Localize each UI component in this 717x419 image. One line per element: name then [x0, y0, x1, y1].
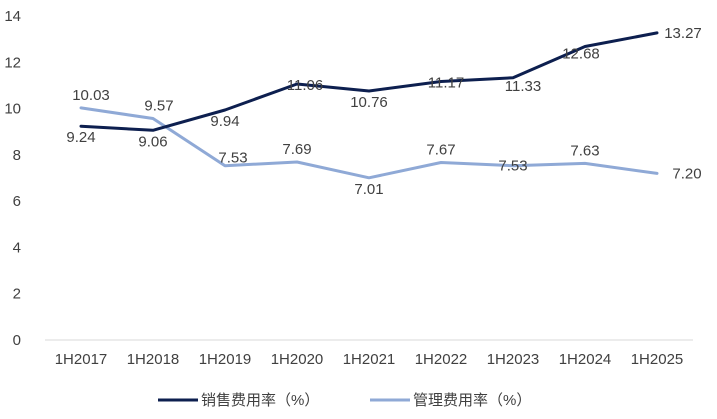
x-axis: 1H2017 1H2018 1H2019 1H2020 1H2021 1H2022 1H20…	[55, 351, 684, 368]
admin-data-label: 9.57	[144, 98, 173, 115]
admin-data-label: 7.20	[672, 165, 701, 182]
y-tick-label: 2	[13, 286, 21, 303]
sales-data-label: 9.06	[138, 133, 167, 150]
y-axis: 0 2 4 6 8 10 12 14	[4, 8, 21, 349]
admin-data-label: 7.53	[498, 158, 527, 175]
x-tick-label: 1H2020	[271, 351, 324, 368]
sales-data-label: 9.24	[66, 129, 95, 146]
x-tick-label: 1H2018	[127, 351, 180, 368]
sales-data-label: 11.06	[287, 77, 323, 94]
sales-data-label: 11.33	[505, 78, 541, 95]
series-layer	[79, 31, 659, 180]
admin-data-label: 10.03	[72, 87, 110, 104]
x-tick-label: 1H2023	[487, 351, 540, 368]
sales-data-label: 11.17	[428, 74, 464, 91]
y-tick-label: 4	[13, 239, 21, 256]
y-tick-label: 12	[4, 54, 21, 71]
admin-data-label: 7.53	[218, 150, 247, 167]
x-tick-label: 1H2024	[559, 351, 612, 368]
legend-label-admin: 管理费用率（%）	[413, 392, 531, 409]
admin-expense-ratio-line	[79, 106, 659, 180]
sales-data-label: 10.76	[350, 94, 388, 111]
y-tick-label: 0	[13, 332, 21, 349]
admin-data-label: 7.67	[426, 141, 455, 158]
x-tick-label: 1H2022	[415, 351, 468, 368]
legend-label-sales: 销售费用率（%）	[201, 392, 319, 409]
x-tick-label: 1H2025	[631, 351, 684, 368]
sales-data-label: 13.27	[664, 25, 702, 42]
sales-data-label: 9.94	[210, 113, 239, 130]
sales-expense-ratio-line	[79, 31, 659, 132]
admin-data-label: 7.01	[354, 181, 383, 198]
x-tick-label: 1H2017	[55, 351, 108, 368]
y-tick-label: 14	[4, 8, 21, 25]
y-tick-label: 10	[4, 101, 21, 118]
y-tick-label: 6	[13, 193, 21, 210]
admin-data-label: 7.63	[570, 142, 599, 159]
y-tick-label: 8	[13, 147, 21, 164]
x-tick-label: 1H2019	[199, 351, 252, 368]
sales-data-label: 12.68	[562, 46, 600, 63]
admin-data-label: 7.69	[282, 141, 311, 158]
legend: 销售费用率（%） 管理费用率（%）	[158, 392, 531, 409]
x-tick-label: 1H2021	[343, 351, 396, 368]
data-label-layer: 9.24 9.06 9.94 11.06 10.76 11.17 11.33 12.68 13.…	[66, 25, 701, 198]
